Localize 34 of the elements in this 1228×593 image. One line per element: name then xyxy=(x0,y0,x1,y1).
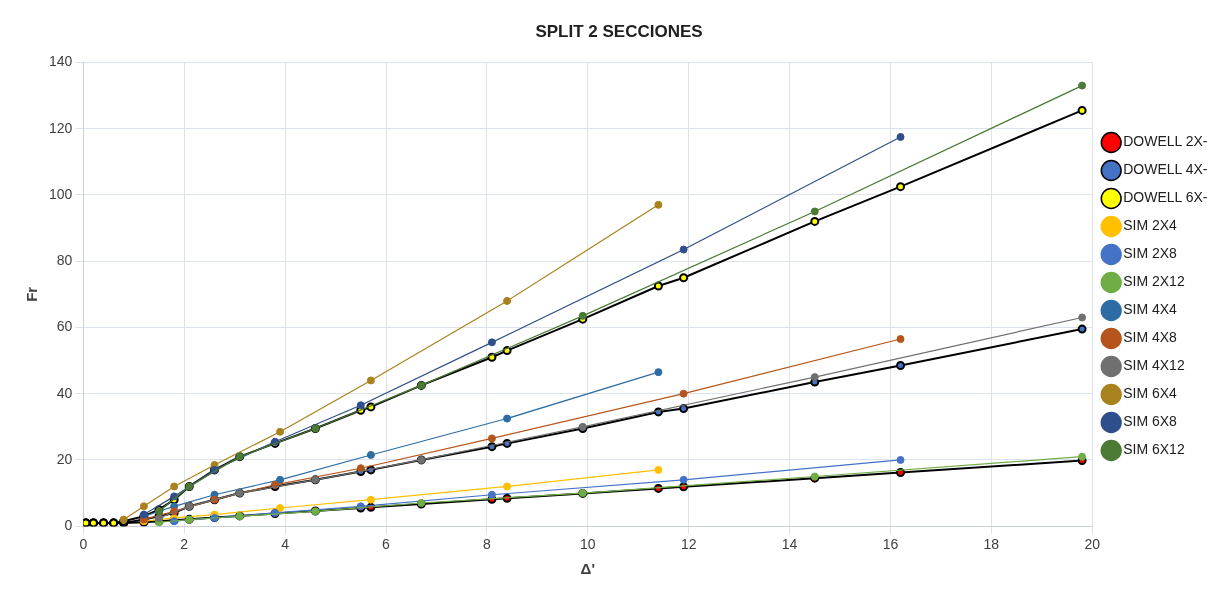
y-tick-label: 100 xyxy=(49,185,73,202)
y-axis-title: Fr xyxy=(23,286,41,302)
x-tick-label: 8 xyxy=(483,536,491,553)
legend-label: DOWELL 2X- xyxy=(1123,133,1208,150)
x-tick-label: 14 xyxy=(781,536,798,553)
legend-label: DOWELL 4X- xyxy=(1123,161,1208,178)
y-tick-label: 60 xyxy=(56,318,73,335)
legend-label: SIM 4X4 xyxy=(1123,301,1178,318)
x-tick-label: 2 xyxy=(180,536,189,553)
x-tick-label: 0 xyxy=(79,536,88,553)
legend-label: SIM 2X8 xyxy=(1123,245,1178,262)
legend-label: DOWELL 6X- xyxy=(1123,189,1208,206)
x-tick-label: 20 xyxy=(1084,536,1101,553)
legend-label: SIM 2X12 xyxy=(1123,273,1185,290)
y-tick-label: 140 xyxy=(49,53,73,70)
x-tick-label: 16 xyxy=(882,536,899,553)
x-tick-label: 4 xyxy=(281,536,290,553)
legend-label: SIM 6X8 xyxy=(1123,413,1178,430)
y-tick-label: 120 xyxy=(49,119,73,136)
x-tick-label: 18 xyxy=(983,536,1000,553)
x-axis-title: Δ' xyxy=(580,560,595,578)
legend-label: SIM 2X4 xyxy=(1123,217,1178,234)
chart-title: SPLIT 2 SECCIONES xyxy=(535,21,703,41)
legend-label: SIM 4X12 xyxy=(1123,357,1185,374)
x-tick-label: 10 xyxy=(579,536,596,553)
legend-label: SIM 4X8 xyxy=(1123,329,1178,346)
x-tick-label: 12 xyxy=(680,536,697,553)
y-tick-label: 40 xyxy=(56,384,73,401)
legend-label: SIM 6X12 xyxy=(1123,441,1185,458)
y-tick-label: 80 xyxy=(56,252,73,269)
y-tick-label: 0 xyxy=(64,517,73,534)
y-tick-label: 20 xyxy=(56,450,73,467)
x-tick-label: 6 xyxy=(382,536,391,553)
legend-label: SIM 6X4 xyxy=(1123,385,1178,402)
